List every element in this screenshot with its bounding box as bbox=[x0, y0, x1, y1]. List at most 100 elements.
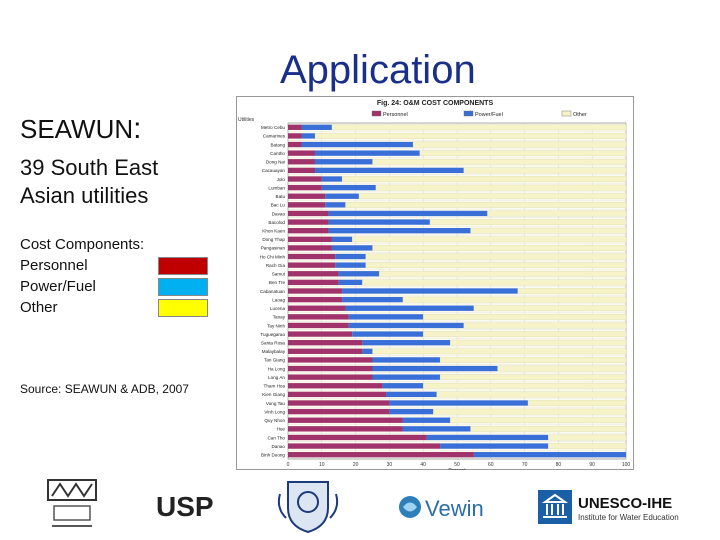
bar-segment-personnel bbox=[288, 150, 316, 156]
bar-segment-power-fuel bbox=[338, 279, 363, 286]
bar-segment-power-fuel bbox=[386, 391, 437, 398]
category-label: Tuguegarao bbox=[260, 332, 285, 337]
bar-segment-personnel bbox=[288, 408, 390, 415]
bar-segment-other bbox=[345, 202, 627, 208]
bar-segment-power-fuel bbox=[301, 141, 414, 148]
bar-segment-other bbox=[497, 365, 627, 372]
bar-segment-other bbox=[450, 417, 627, 424]
category-label: Batang bbox=[270, 142, 285, 147]
bar-segment-other bbox=[548, 434, 627, 441]
bar-segment-power-fuel bbox=[402, 426, 471, 432]
bar-segment-power-fuel bbox=[382, 383, 424, 389]
category-label: Bac Lu bbox=[271, 203, 286, 208]
category-label: Malaybalay bbox=[262, 349, 286, 354]
org-colon: : bbox=[133, 112, 142, 145]
category-label: Bacolod bbox=[268, 220, 285, 225]
bar-segment-personnel bbox=[288, 434, 427, 441]
bar-segment-personnel bbox=[288, 271, 339, 277]
bar-segment-power-fuel bbox=[328, 228, 471, 234]
bar-segment-power-fuel bbox=[342, 296, 403, 303]
category-label: Lucena bbox=[270, 306, 286, 311]
bar-segment-personnel bbox=[288, 133, 302, 139]
usp-logo-text: USP bbox=[156, 491, 214, 522]
category-label: Jolo bbox=[277, 177, 286, 182]
cost-components-chart: Fig. 24: O&M COST COMPONENTS Personnel Pow… bbox=[236, 96, 634, 474]
bar-segment-other bbox=[450, 339, 627, 346]
bar-segment-power-fuel bbox=[325, 193, 359, 199]
category-label: Kien Giang bbox=[262, 392, 285, 397]
bar-segment-power-fuel bbox=[473, 452, 626, 458]
bar-segment-personnel bbox=[288, 331, 353, 337]
category-label: Davao bbox=[272, 211, 286, 216]
legend-label: Other bbox=[573, 112, 587, 118]
category-label: Ben Tre bbox=[269, 280, 286, 285]
info-panel: SEAWUN: 39 South East Asian utilities Co… bbox=[20, 112, 220, 318]
bar-segment-personnel bbox=[288, 228, 329, 234]
bar-segment-other bbox=[412, 141, 627, 148]
category-label: Danao bbox=[271, 444, 285, 449]
bar-segment-other bbox=[365, 262, 627, 268]
category-label: Hue bbox=[277, 427, 286, 432]
category-label: Tanay bbox=[273, 315, 286, 320]
legend-swatch bbox=[561, 110, 572, 117]
category-label: Khon Kaen bbox=[262, 228, 285, 233]
logo-strip: USP Vewin UNESCO-IHE Institute for Water… bbox=[0, 470, 720, 540]
category-label: Cantho bbox=[270, 151, 285, 156]
emblem-logo bbox=[47, 479, 97, 527]
bar-segment-power-fuel bbox=[331, 236, 353, 242]
bar-segment-power-fuel bbox=[362, 340, 451, 346]
bar-segment-other bbox=[436, 391, 627, 398]
bar-segment-personnel bbox=[288, 167, 316, 174]
bar-segment-personnel bbox=[288, 296, 343, 303]
bar-segment-personnel bbox=[288, 340, 363, 346]
x-tick-label: 100 bbox=[622, 462, 631, 468]
bar-segment-personnel bbox=[288, 279, 339, 286]
legend-item-other: Other bbox=[20, 297, 220, 318]
legend-swatch-power-fuel bbox=[158, 278, 208, 296]
category-label: Vinh Long bbox=[264, 409, 285, 414]
legend-swatch-other bbox=[158, 299, 208, 317]
bar-segment-power-fuel bbox=[389, 400, 528, 406]
bar-segment-personnel bbox=[288, 383, 383, 389]
bar-segment-other bbox=[423, 331, 627, 337]
chart-svg: Fig. 24: O&M COST COMPONENTS Personnel Pow… bbox=[236, 96, 634, 474]
bar-segment-personnel bbox=[288, 452, 474, 458]
bar-segment-power-fuel bbox=[348, 314, 424, 320]
bar-segment-power-fuel bbox=[372, 365, 498, 372]
bar-segment-personnel bbox=[288, 305, 346, 311]
bar-segment-power-fuel bbox=[301, 133, 316, 139]
unesco-ihe-logo: UNESCO-IHE Institute for Water Education bbox=[538, 490, 679, 524]
y-axis-label: Utilities bbox=[238, 117, 255, 123]
bar-segment-personnel bbox=[288, 184, 322, 191]
bar-segment-personnel bbox=[288, 348, 363, 354]
bar-segment-other bbox=[527, 400, 627, 406]
legend-swatch bbox=[371, 110, 382, 117]
vewin-logo: Vewin bbox=[399, 496, 484, 521]
bar-segment-power-fuel bbox=[335, 262, 366, 268]
bar-segment-other bbox=[439, 374, 627, 380]
bar-segment-personnel bbox=[288, 193, 326, 199]
legend-label-power-fuel: Power/Fuel bbox=[20, 278, 96, 295]
bar-segment-other bbox=[548, 443, 627, 449]
crest-logo bbox=[277, 481, 339, 534]
chart-title: Fig. 24: O&M COST COMPONENTS bbox=[377, 100, 494, 107]
bar-segment-personnel bbox=[288, 141, 302, 148]
category-label: Ho Chi Minh bbox=[260, 254, 286, 259]
legend-label: Personnel bbox=[383, 112, 408, 118]
category-label: Cabanatuan bbox=[260, 289, 285, 294]
bar-segment-other bbox=[433, 408, 627, 415]
x-tick-label: 0 bbox=[287, 462, 290, 468]
category-label: Pangasinan bbox=[261, 246, 286, 251]
bar-segment-power-fuel bbox=[328, 219, 430, 225]
bar-segment-other bbox=[470, 227, 627, 234]
bar-segment-power-fuel bbox=[325, 202, 346, 208]
category-label: Laoag bbox=[272, 297, 285, 302]
slide-title: Application bbox=[280, 48, 476, 92]
bar-segment-personnel bbox=[288, 357, 373, 363]
bar-segment-other bbox=[375, 184, 627, 191]
vewin-logo-text: Vewin bbox=[425, 496, 484, 521]
bar-segment-other bbox=[439, 357, 627, 363]
category-label: Camarines bbox=[263, 134, 286, 139]
category-label: Vung Tau bbox=[266, 401, 286, 406]
bar-segment-personnel bbox=[288, 176, 322, 182]
